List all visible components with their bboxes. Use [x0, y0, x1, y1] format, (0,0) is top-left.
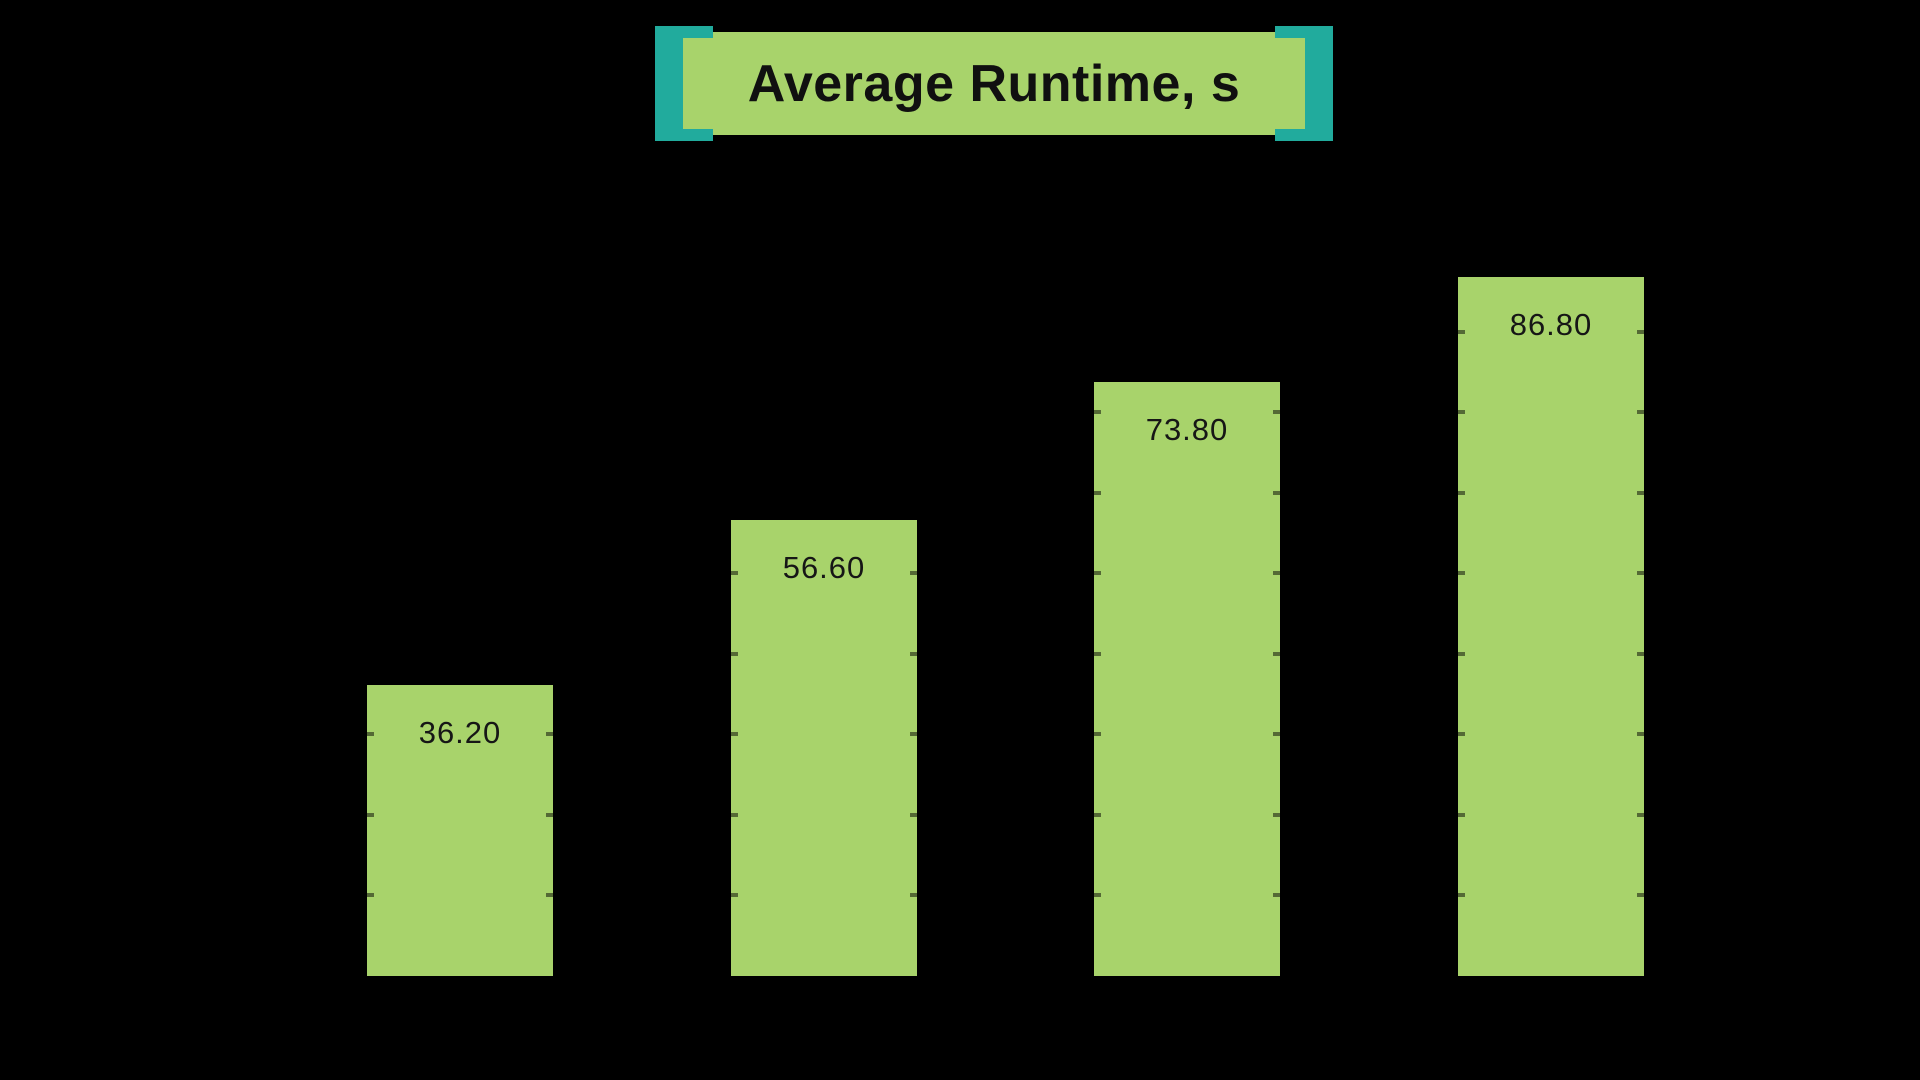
chart-title: Average Runtime, s — [747, 54, 1241, 113]
gridline-tick — [910, 571, 917, 575]
gridline-tick — [1094, 491, 1101, 495]
bar-value-label: 56.60 — [782, 550, 866, 585]
gridline-tick — [1458, 571, 1465, 575]
gridline-tick — [1094, 813, 1101, 817]
bar: 36.20 — [367, 685, 553, 976]
bar: 86.80 — [1458, 277, 1644, 976]
bar-value-label: 73.80 — [1145, 412, 1229, 447]
bar: 56.60 — [731, 520, 917, 976]
gridline-tick — [910, 652, 917, 656]
gridline-tick — [1458, 893, 1465, 897]
gridline-tick — [546, 893, 553, 897]
gridline-tick — [731, 893, 738, 897]
gridline-tick — [1094, 732, 1101, 736]
gridline-tick — [1094, 652, 1101, 656]
gridline-tick — [1273, 732, 1280, 736]
gridline-tick — [1094, 893, 1101, 897]
gridline-tick — [731, 652, 738, 656]
gridline-tick — [367, 732, 374, 736]
gridline-tick — [1637, 330, 1644, 334]
gridline-tick — [1458, 813, 1465, 817]
chart-title-box: Average Runtime, s — [655, 26, 1333, 141]
gridline-tick — [1637, 652, 1644, 656]
gridline-tick — [1637, 813, 1644, 817]
gridline-tick — [546, 813, 553, 817]
gridline-tick — [1094, 410, 1101, 414]
gridline-tick — [1458, 330, 1465, 334]
gridline-tick — [1273, 893, 1280, 897]
gridline-tick — [1273, 410, 1280, 414]
gridline-tick — [1637, 491, 1644, 495]
gridline-tick — [1637, 410, 1644, 414]
gridline-tick — [1458, 732, 1465, 736]
gridline-tick — [910, 813, 917, 817]
title-bracket-right-icon — [1275, 26, 1333, 141]
gridline-tick — [910, 732, 917, 736]
gridline-tick — [1273, 491, 1280, 495]
gridline-tick — [367, 893, 374, 897]
gridline-tick — [1458, 410, 1465, 414]
gridline-tick — [1273, 652, 1280, 656]
gridline-tick — [1273, 571, 1280, 575]
gridline-tick — [546, 732, 553, 736]
bar: 73.80 — [1094, 382, 1280, 976]
gridline-tick — [731, 813, 738, 817]
gridline-tick — [731, 571, 738, 575]
title-bracket-left-icon — [655, 26, 713, 141]
gridline-tick — [1637, 732, 1644, 736]
gridline-tick — [731, 732, 738, 736]
gridline-tick — [1273, 813, 1280, 817]
gridline-tick — [1458, 491, 1465, 495]
chart-title-background: Average Runtime, s — [683, 32, 1305, 135]
gridline-tick — [1637, 571, 1644, 575]
gridline-tick — [1637, 893, 1644, 897]
gridline-tick — [1458, 652, 1465, 656]
gridline-tick — [1094, 571, 1101, 575]
gridline-tick — [910, 893, 917, 897]
bar-value-label: 36.20 — [418, 715, 502, 750]
bar-value-label: 86.80 — [1509, 307, 1593, 342]
gridline-tick — [367, 813, 374, 817]
